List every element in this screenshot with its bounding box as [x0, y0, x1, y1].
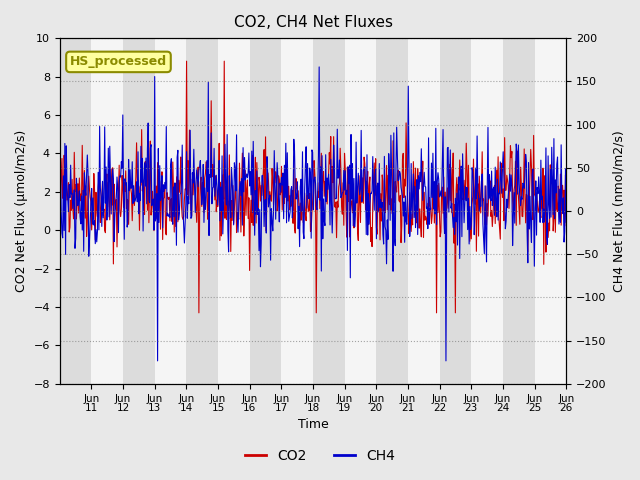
Bar	[313, 38, 345, 384]
Legend: CO2, CH4: CO2, CH4	[239, 443, 401, 468]
Bar	[503, 38, 534, 384]
X-axis label: Time: Time	[298, 419, 328, 432]
Bar	[123, 38, 155, 384]
Bar	[186, 38, 218, 384]
Bar	[440, 38, 471, 384]
Bar	[60, 38, 92, 384]
Bar	[250, 38, 282, 384]
Y-axis label: CO2 Net Flux (μmol/m2/s): CO2 Net Flux (μmol/m2/s)	[15, 130, 28, 292]
Text: HS_processed: HS_processed	[70, 55, 167, 69]
Bar	[376, 38, 408, 384]
Y-axis label: CH4 Net Flux (nmol/m2/s): CH4 Net Flux (nmol/m2/s)	[612, 130, 625, 292]
Title: CO2, CH4 Net Fluxes: CO2, CH4 Net Fluxes	[234, 15, 392, 30]
